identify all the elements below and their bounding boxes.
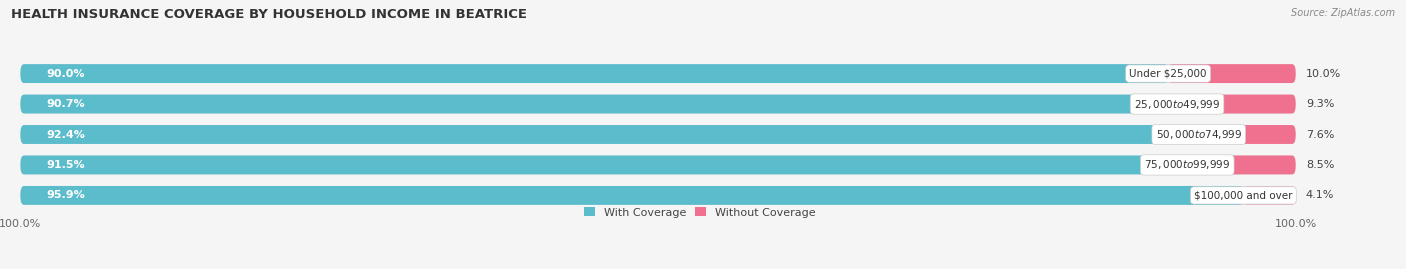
- Text: 92.4%: 92.4%: [46, 129, 84, 140]
- FancyBboxPatch shape: [21, 95, 1177, 114]
- FancyBboxPatch shape: [21, 64, 1296, 83]
- Text: Source: ZipAtlas.com: Source: ZipAtlas.com: [1291, 8, 1395, 18]
- Text: $75,000 to $99,999: $75,000 to $99,999: [1144, 158, 1230, 171]
- Text: $100,000 and over: $100,000 and over: [1194, 190, 1292, 200]
- Text: 95.9%: 95.9%: [46, 190, 84, 200]
- FancyBboxPatch shape: [21, 155, 1187, 174]
- Text: 9.3%: 9.3%: [1306, 99, 1334, 109]
- FancyBboxPatch shape: [21, 125, 1199, 144]
- FancyBboxPatch shape: [1177, 95, 1296, 114]
- FancyBboxPatch shape: [1243, 186, 1296, 205]
- Text: 10.0%: 10.0%: [1306, 69, 1341, 79]
- FancyBboxPatch shape: [21, 155, 1296, 174]
- FancyBboxPatch shape: [21, 64, 1168, 83]
- Text: 8.5%: 8.5%: [1306, 160, 1334, 170]
- FancyBboxPatch shape: [21, 125, 1296, 144]
- Legend: With Coverage, Without Coverage: With Coverage, Without Coverage: [583, 207, 815, 218]
- FancyBboxPatch shape: [21, 186, 1296, 205]
- Text: 7.6%: 7.6%: [1306, 129, 1334, 140]
- Text: 4.1%: 4.1%: [1306, 190, 1334, 200]
- Text: 90.7%: 90.7%: [46, 99, 84, 109]
- FancyBboxPatch shape: [21, 95, 1296, 114]
- FancyBboxPatch shape: [1187, 155, 1296, 174]
- Text: $50,000 to $74,999: $50,000 to $74,999: [1156, 128, 1241, 141]
- Text: HEALTH INSURANCE COVERAGE BY HOUSEHOLD INCOME IN BEATRICE: HEALTH INSURANCE COVERAGE BY HOUSEHOLD I…: [11, 8, 527, 21]
- Text: 91.5%: 91.5%: [46, 160, 84, 170]
- FancyBboxPatch shape: [1199, 125, 1296, 144]
- Text: $25,000 to $49,999: $25,000 to $49,999: [1133, 98, 1220, 111]
- Text: 90.0%: 90.0%: [46, 69, 84, 79]
- Text: Under $25,000: Under $25,000: [1129, 69, 1206, 79]
- FancyBboxPatch shape: [1168, 64, 1296, 83]
- FancyBboxPatch shape: [21, 186, 1243, 205]
